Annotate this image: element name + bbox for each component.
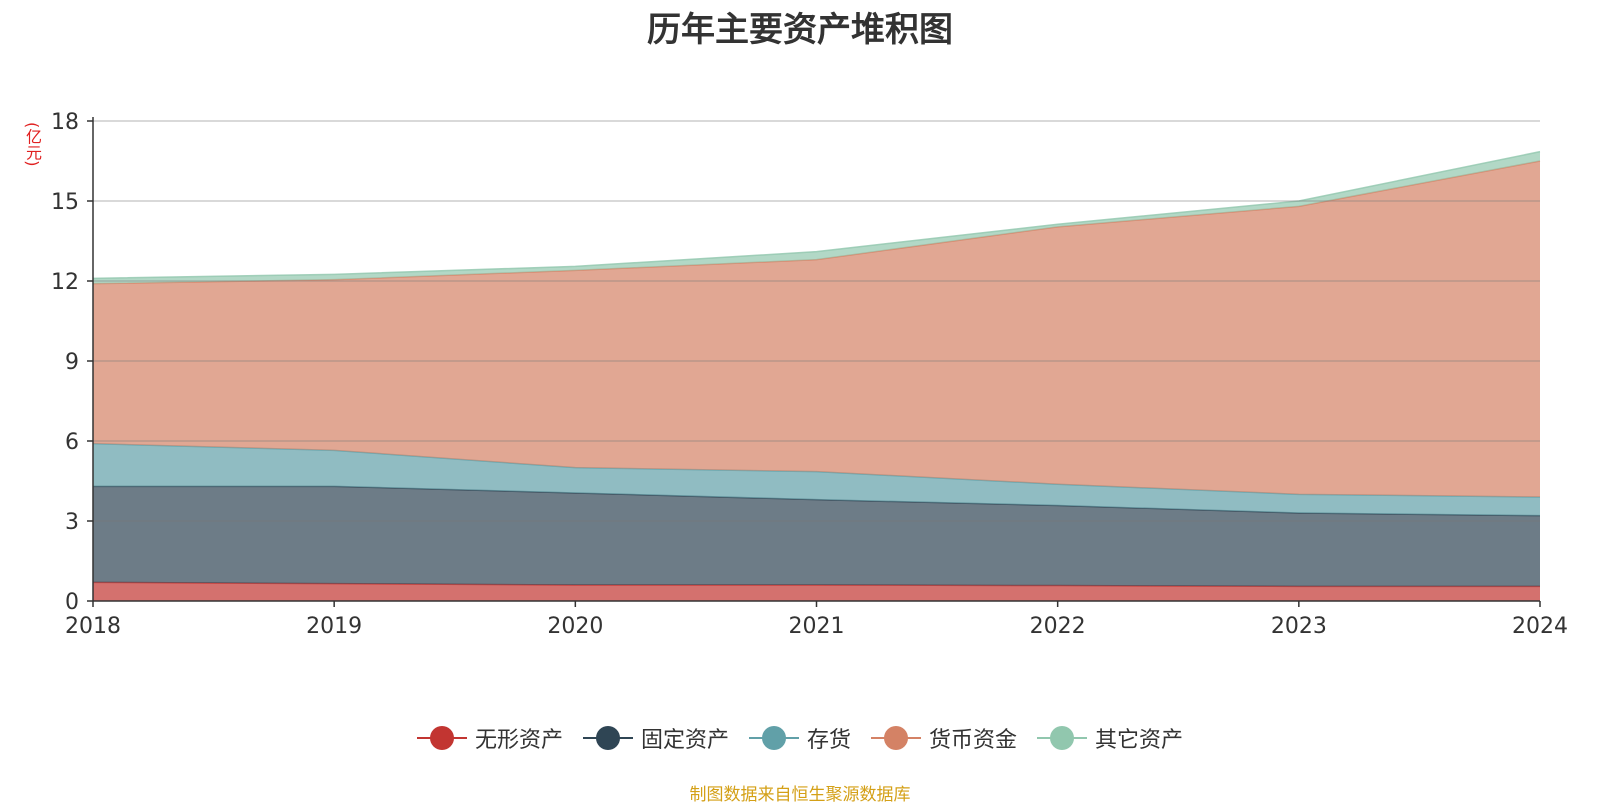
area-series-3 xyxy=(93,161,1540,497)
legend-item[interactable]: 货币资金 xyxy=(871,722,1017,754)
y-tick-label: 0 xyxy=(65,590,79,615)
y-tick-label: 18 xyxy=(51,110,79,135)
legend-marker-icon xyxy=(582,725,633,751)
grid-layer xyxy=(93,120,1540,522)
y-tick-label: 6 xyxy=(65,430,79,455)
legend-item[interactable]: 其它资产 xyxy=(1037,722,1183,754)
area-series-2 xyxy=(93,443,1540,516)
y-tick-label: 12 xyxy=(51,270,79,295)
x-tick-label: 2020 xyxy=(547,614,603,639)
legend-item[interactable]: 存货 xyxy=(748,722,851,754)
area-series-0 xyxy=(93,582,1540,601)
legend-marker-icon xyxy=(1037,725,1088,751)
axes-layer: 0 3 6 9 12 15 18 2018 2019 2020 2021 2022 2023 2024 xyxy=(51,110,1568,639)
stacked-area-chart: 0 3 6 9 12 15 18 2018 2019 2020 2021 2022 2023 2024 xyxy=(51,110,1568,639)
area-series-4 xyxy=(93,151,1540,284)
legend-label: 固定资产 xyxy=(640,728,729,753)
x-tick-label: 2019 xyxy=(306,614,362,639)
series-line-4 xyxy=(92,150,1541,280)
area-layer xyxy=(92,150,1541,601)
legend-item[interactable]: 固定资产 xyxy=(582,722,729,754)
source-note: 制图数据来自恒生聚源数据库 xyxy=(689,785,911,805)
y-tick-label: 15 xyxy=(51,190,79,215)
x-tick-label: 2018 xyxy=(65,614,121,639)
legend-label: 其它资产 xyxy=(1095,728,1184,753)
legend-marker-icon xyxy=(416,725,467,751)
x-tick-label: 2021 xyxy=(789,614,845,639)
legend-marker-icon xyxy=(871,725,921,751)
x-tick-label: 2023 xyxy=(1271,614,1327,639)
y-tick-label: 9 xyxy=(65,350,79,375)
legend-item[interactable]: 无形资产 xyxy=(416,722,563,754)
chart-title: 历年主要资产堆积图 xyxy=(647,10,953,50)
x-tick-label: 2022 xyxy=(1030,614,1086,639)
legend-label: 货币资金 xyxy=(929,728,1018,753)
y-tick-label: 3 xyxy=(65,510,79,535)
y-axis-unit-label: (亿元) xyxy=(23,122,42,167)
area-series-1 xyxy=(93,486,1540,587)
legend: 无形资产 固定资产 存货 货币资金 其它资产 xyxy=(0,722,1600,754)
legend-label: 存货 xyxy=(806,728,851,753)
x-tick-label: 2024 xyxy=(1512,614,1568,639)
legend-label: 无形资产 xyxy=(474,728,563,753)
legend-marker-icon xyxy=(748,725,799,751)
